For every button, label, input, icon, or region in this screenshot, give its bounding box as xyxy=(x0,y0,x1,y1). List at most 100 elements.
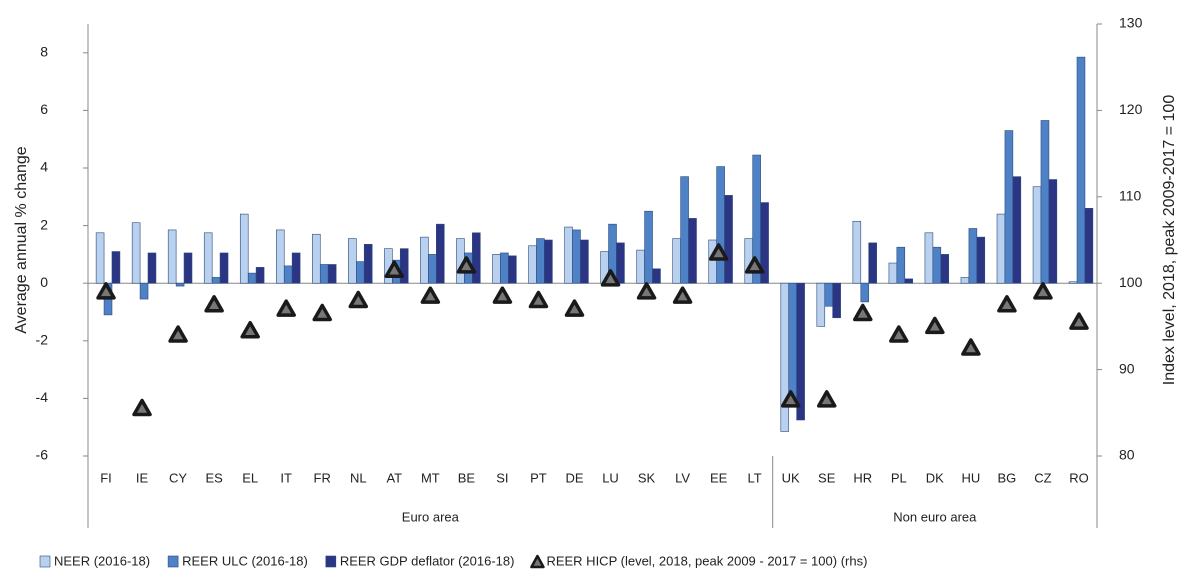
bar xyxy=(852,220,862,284)
bar xyxy=(492,254,501,284)
y-tick-label: 8 xyxy=(40,44,48,60)
bar xyxy=(724,195,733,284)
bar xyxy=(536,238,545,284)
marker xyxy=(744,256,765,274)
bar xyxy=(580,239,589,284)
marker xyxy=(96,282,116,300)
bar xyxy=(1032,186,1042,284)
y-tick-label: 2 xyxy=(40,216,48,232)
bar xyxy=(616,242,625,284)
bar xyxy=(319,264,329,284)
y2-tick-label: 110 xyxy=(1119,188,1142,204)
x-tick-label: DK xyxy=(926,470,944,485)
x-tick-label: CZ xyxy=(1034,470,1051,485)
bar xyxy=(436,223,445,284)
bar xyxy=(564,226,573,284)
bar xyxy=(868,242,877,284)
legend-swatch xyxy=(167,555,179,568)
bar xyxy=(175,282,185,287)
y2-tick-label: 120 xyxy=(1119,101,1143,117)
legend-marker xyxy=(530,554,545,569)
bar xyxy=(888,262,898,284)
x-tick-label: LT xyxy=(748,470,762,485)
bar xyxy=(760,202,769,284)
y-tick-label: 0 xyxy=(40,274,48,290)
bar xyxy=(1004,130,1014,284)
bar xyxy=(636,249,645,284)
x-tick-label: HU xyxy=(961,470,980,485)
bar xyxy=(996,213,1006,284)
marker xyxy=(997,295,1017,313)
marker xyxy=(240,320,260,339)
bar xyxy=(960,277,970,284)
legend-label: NEER (2016-18) xyxy=(54,553,150,568)
bar xyxy=(111,251,121,284)
x-tick-label: SK xyxy=(638,470,656,485)
x-tick-label: IT xyxy=(280,470,292,485)
marker xyxy=(600,269,621,287)
marker xyxy=(564,299,585,317)
x-tick-label: MT xyxy=(421,470,440,485)
legend-swatch xyxy=(39,555,51,568)
bar xyxy=(1040,120,1050,284)
bar xyxy=(420,236,429,284)
bar xyxy=(572,229,581,284)
bar xyxy=(896,246,906,284)
y-tick-label: -4 xyxy=(36,389,49,405)
bar xyxy=(832,282,841,319)
marker xyxy=(168,325,188,343)
bar xyxy=(508,255,517,284)
bar xyxy=(824,282,833,307)
bar xyxy=(203,232,213,284)
bar xyxy=(860,282,870,303)
marker xyxy=(853,303,873,322)
x-tick-label: CY xyxy=(169,470,187,485)
x-tick-label: BG xyxy=(998,470,1017,485)
bar xyxy=(1084,208,1094,284)
marker xyxy=(204,295,224,313)
x-tick-label: PL xyxy=(891,470,907,485)
bar xyxy=(932,246,942,284)
bar xyxy=(1076,56,1086,284)
bar xyxy=(1068,281,1078,284)
bar xyxy=(131,222,141,284)
bar xyxy=(283,265,293,284)
y-tick-label: -6 xyxy=(36,447,49,463)
y2-tick-label: 80 xyxy=(1119,447,1135,463)
bar xyxy=(904,278,913,284)
marker xyxy=(672,286,693,304)
marker xyxy=(780,390,801,408)
legend-label: REER GDP deflator (2016-18) xyxy=(340,553,515,568)
group-label: Non euro area xyxy=(893,509,977,524)
bar xyxy=(472,232,481,284)
x-tick-label: DE xyxy=(565,470,583,485)
x-tick-label: RO xyxy=(1069,470,1089,485)
bar xyxy=(312,233,321,284)
x-tick-label: NL xyxy=(350,470,367,485)
bar xyxy=(680,176,689,284)
bar xyxy=(183,252,193,284)
legend-swatch xyxy=(325,555,337,568)
y-tick-label: -2 xyxy=(36,332,49,348)
bar xyxy=(500,252,509,284)
x-tick-label: PT xyxy=(530,470,547,485)
x-tick-label: LV xyxy=(675,470,690,485)
bar xyxy=(780,282,790,432)
bar xyxy=(544,239,553,284)
x-tick-label: SI xyxy=(496,470,508,485)
x-tick-label: AT xyxy=(386,470,402,485)
bar xyxy=(428,254,437,284)
bar xyxy=(976,236,986,284)
bar xyxy=(348,238,357,284)
bar xyxy=(211,277,221,284)
bar xyxy=(968,228,978,284)
marker xyxy=(276,299,296,317)
x-tick-label: FI xyxy=(100,470,112,485)
bar xyxy=(796,282,805,421)
marker xyxy=(925,316,945,335)
marker xyxy=(961,338,981,356)
x-tick-label: FR xyxy=(314,470,331,485)
marker xyxy=(492,286,513,304)
bar xyxy=(716,166,725,284)
marker xyxy=(456,256,477,274)
